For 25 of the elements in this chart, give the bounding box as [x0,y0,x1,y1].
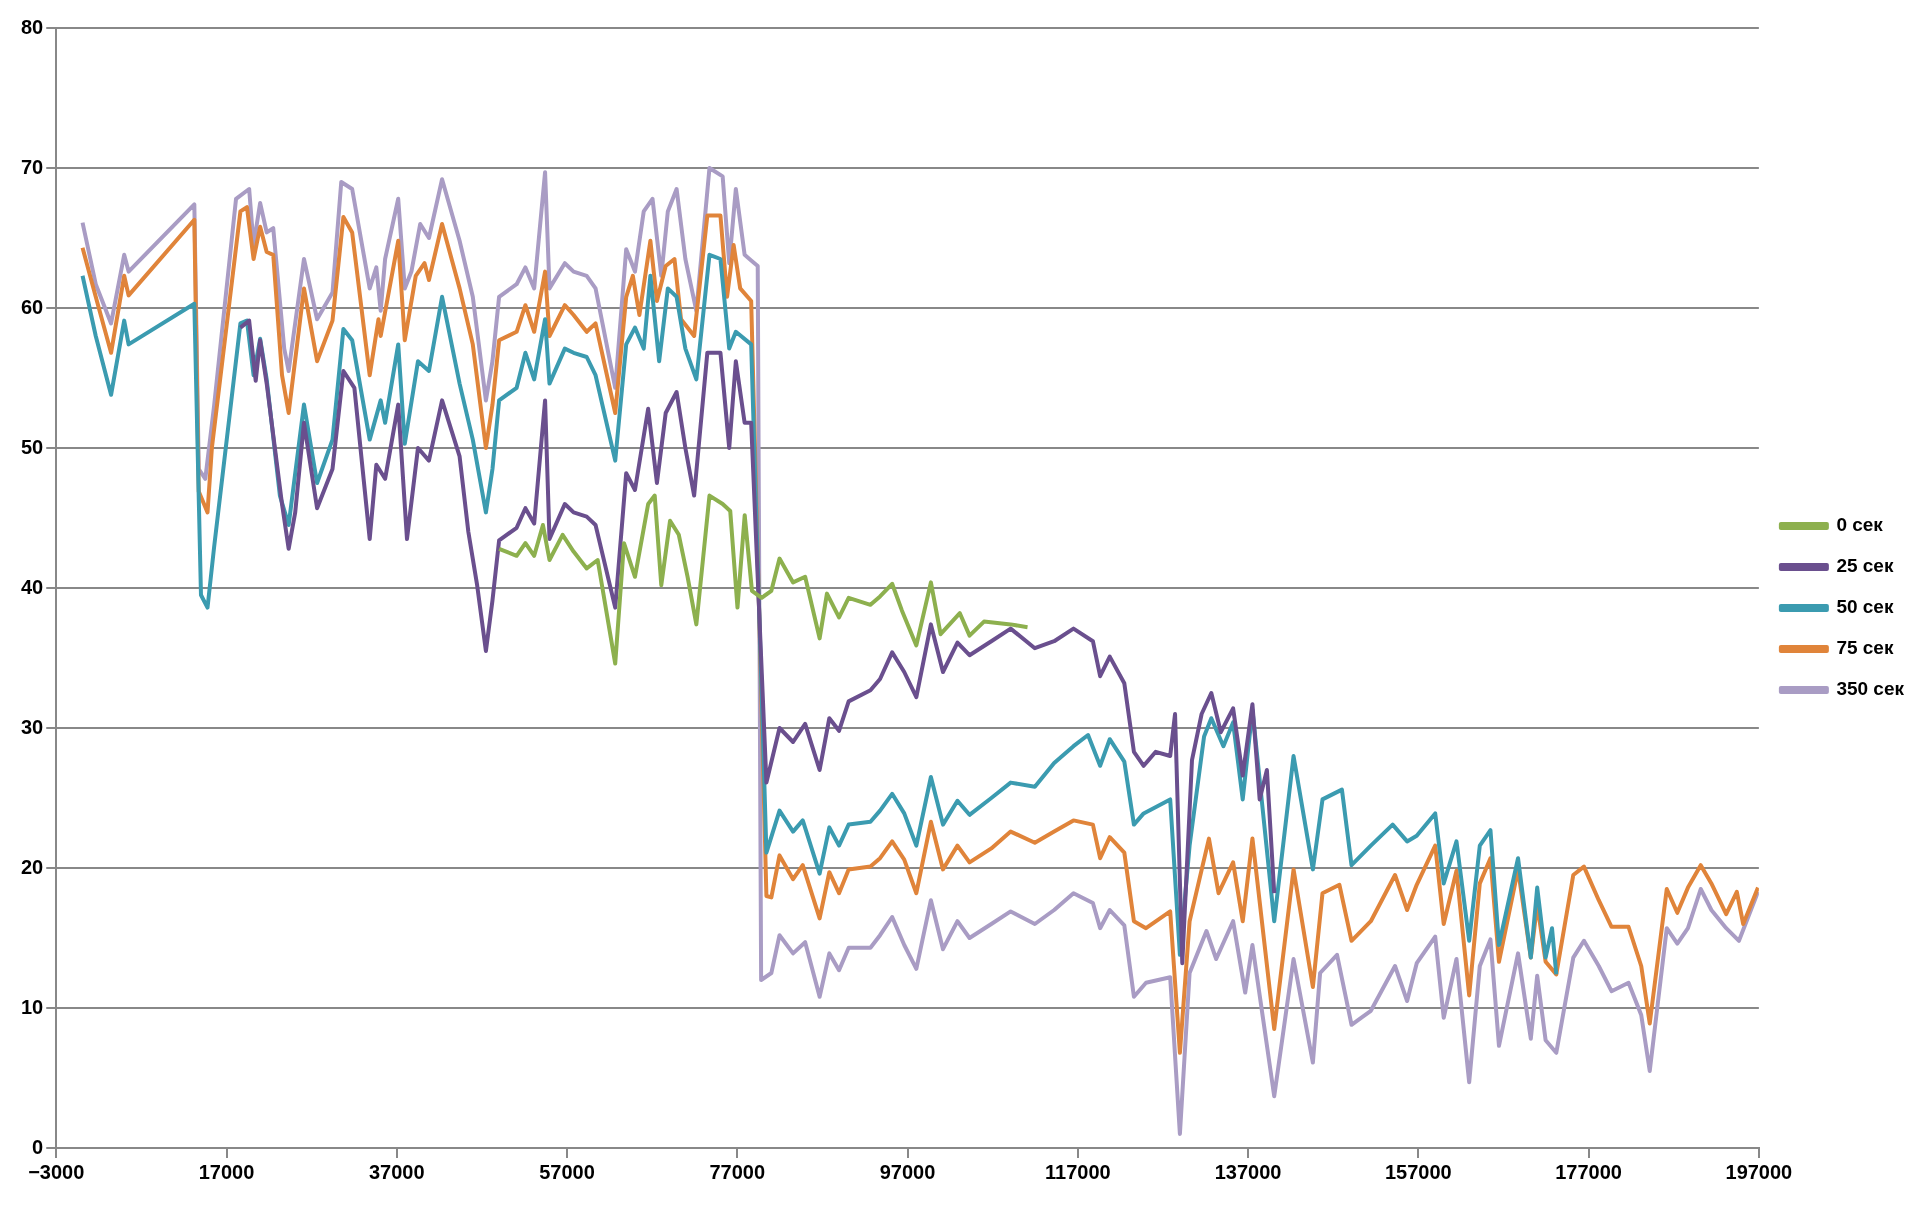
x-tick-label: 197000 [1725,1160,1793,1183]
legend-label: 25 сек [1836,555,1894,577]
y-tick-label: 70 [21,155,44,178]
x-tick-label: 137000 [1214,1160,1282,1183]
legend-label: 50 сек [1836,596,1894,618]
x-tick-label: 157000 [1384,1160,1452,1183]
y-tick-label: 20 [21,855,44,878]
y-tick-label: 40 [21,575,44,598]
y-tick-label: 60 [21,295,44,318]
x-tick-label: 177000 [1555,1160,1622,1183]
legend-label: 350 сек [1836,678,1905,700]
x-tick-label: −3000 [28,1160,85,1183]
y-tick-label: 80 [21,15,44,38]
legend-label: 75 сек [1836,637,1894,659]
y-tick-label: 50 [21,435,44,458]
x-tick-label: 117000 [1045,1160,1111,1183]
x-tick-label: 77000 [709,1160,766,1183]
x-tick-label: 37000 [368,1160,425,1183]
x-tick-label: 97000 [879,1160,936,1183]
y-tick-label: 0 [32,1135,44,1158]
legend-label: 0 сек [1836,514,1884,536]
y-tick-label: 30 [21,715,44,738]
x-tick-label: 17000 [198,1160,255,1183]
x-tick-label: 57000 [539,1160,595,1183]
y-tick-label: 10 [21,995,44,1018]
